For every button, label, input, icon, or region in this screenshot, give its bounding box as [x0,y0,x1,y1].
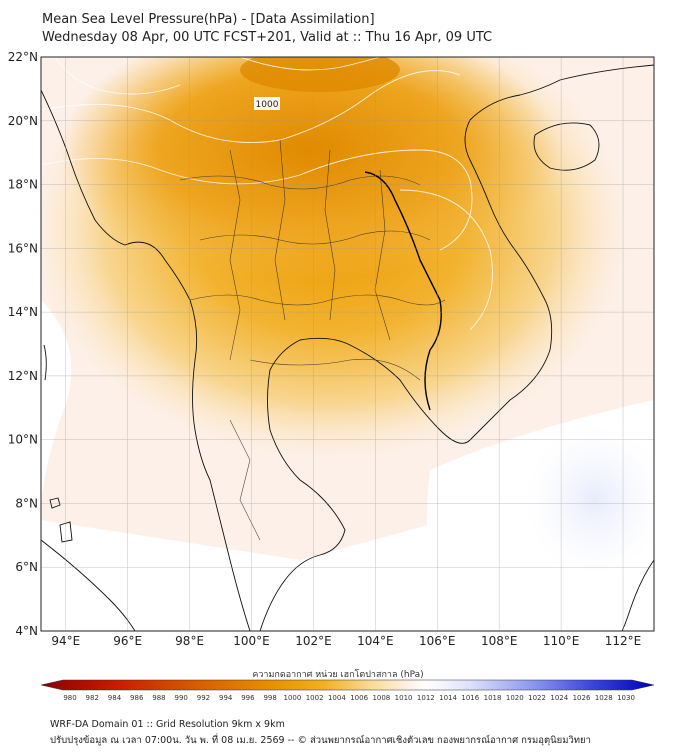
colorbar-tick-label: 1028 [595,694,613,700]
colorbar-tick-label: 1006 [350,694,368,700]
lon-tick-label: 100°E [233,634,270,648]
lat-tick-label: 22°N [8,50,38,64]
lat-tick-label: 10°N [8,433,38,447]
colorbar-tick-label: 1016 [461,694,479,700]
lat-tick-label: 12°N [8,369,38,383]
map-title: Mean Sea Level Pressure(hPa) - [Data Ass… [42,12,375,27]
colorbar-tick-label: 984 [108,694,122,700]
lon-tick-label: 106°E [419,634,456,648]
colorbar-tick-label: 1030 [617,694,635,700]
pressure-field: 1000 [41,57,654,631]
lon-tick-label: 110°E [543,634,580,648]
lat-tick-label: 18°N [8,178,38,192]
lat-tick-label: 6°N [15,560,38,574]
lon-tick-label: 102°E [295,634,332,648]
national-border [364,171,442,411]
colorbar-tick-label: 1004 [328,694,346,700]
lat-tick-label: 16°N [8,241,38,255]
lon-tick-label: 104°E [357,634,394,648]
colorbar-tick-label: 1024 [550,694,568,700]
colorbar-tick-label: 1010 [395,694,413,700]
map-subtitle: Wednesday 08 Apr, 00 UTC FCST+201, Valid… [42,30,493,45]
lat-tick-label: 8°N [15,496,38,510]
colorbar-tick-label: 1018 [484,694,502,700]
map-frame [40,56,655,632]
colorbar-tick-label: 1012 [417,694,435,700]
colorbar-tick-label: 1020 [506,694,524,700]
colorbar-label: ความกดอากาศ หน่วย เฮกโตปาสกาล (hPa) [252,670,424,680]
colorbar-tick-label: 1000 [283,694,301,700]
colorbar-tick-label: 1026 [573,694,591,700]
lon-tick-label: 112°E [605,634,642,648]
colorbar-tick-label: 1014 [439,694,457,700]
colorbar-tick-label: 998 [263,694,276,700]
colorbar-tick-label: 994 [219,694,233,700]
colorbar-tick-label: 1002 [306,694,324,700]
colorbar-tick-label: 982 [86,694,99,700]
pressure-map: 1000 22°N 20°N 18°N 16°N 14°N 12°N 10°N 8°N 6°N 4… [8,50,655,700]
province-boundaries [179,139,446,541]
latitude-ticks: 22°N 20°N 18°N 16°N 14°N 12°N 10°N 8°N 6°N 4°N [8,50,38,638]
high-pressure-blue-area [525,425,654,575]
lon-tick-label: 94°E [51,634,80,648]
contour-label: 1000 [254,97,280,110]
credit-line: ปรับปรุงข้อมูล ณ เวลา 07:00น. วัน พ. ที่… [50,735,591,746]
colorbar-tick-label: 988 [152,694,165,700]
colorbar-tick-label: 996 [241,694,255,700]
lat-tick-label: 4°N [15,624,38,638]
lat-tick-label: 14°N [8,305,38,319]
svg-text:1000: 1000 [256,100,279,110]
lon-tick-label: 98°E [175,634,204,648]
colorbar-tick-label: 992 [197,694,210,700]
colorbar-tick-label: 1008 [372,694,390,700]
colorbar-tick-label: 990 [175,694,188,700]
lon-tick-label: 96°E [113,634,142,648]
lon-tick-label: 108°E [481,634,518,648]
colorbar: 980 982 984 986 988 990 992 994 996 998 1000 1002 10… [40,679,655,700]
model-info: WRF-DA Domain 01 :: Grid Resolution 9km … [50,719,285,730]
longitude-ticks: 94°E 96°E 98°E 100°E 102°E 104°E 106°E 108°E 110… [51,634,641,648]
lat-tick-label: 20°N [8,114,38,128]
colorbar-tick-label: 1022 [528,694,546,700]
colorbar-tick-label: 986 [130,694,144,700]
colorbar-tick-label: 980 [63,694,76,700]
